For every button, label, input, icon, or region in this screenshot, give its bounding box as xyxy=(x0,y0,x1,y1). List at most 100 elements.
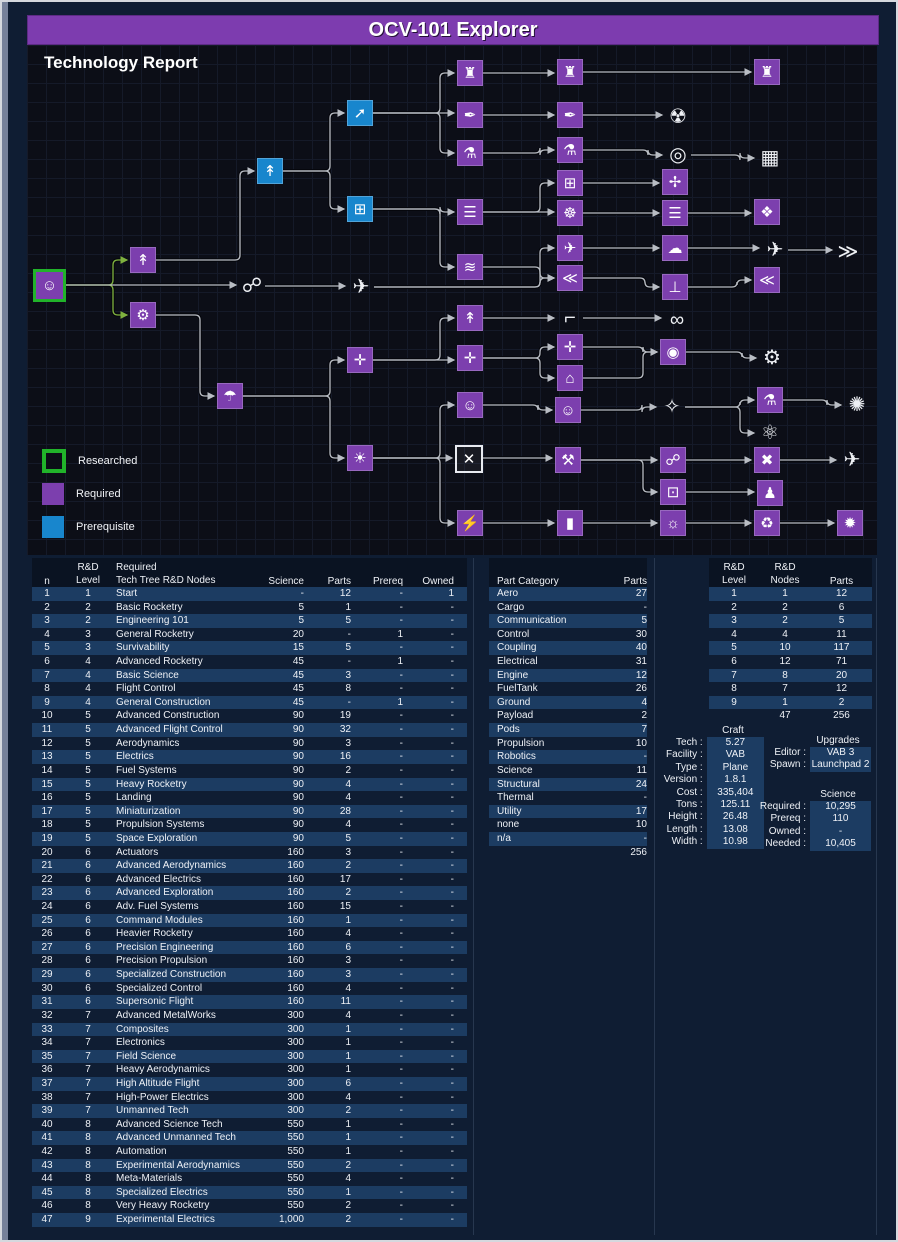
table-row: 25 6 Command Modules 160 1- - xyxy=(32,913,467,928)
col-category-parts: Parts xyxy=(623,576,647,587)
part-category-row: Propulsion 10 xyxy=(497,737,647,749)
tech-node-command-modules-astronaut: ☺ xyxy=(457,392,483,418)
antenna-icon: ☍ xyxy=(665,451,681,469)
tech-node-fuel-drum: ◎ xyxy=(665,142,691,168)
rd-level-summary-header: R&D Level R&D Nodes Parts xyxy=(709,558,872,587)
tech-node-engineering-101: ⚙ xyxy=(130,302,156,328)
rocket-icon: ↟ xyxy=(463,309,477,327)
table-row: 24 6 Adv. Fuel Systems 160 15- - xyxy=(41,901,454,913)
table-row: 6 4 Advanced Rocketry 45-1- xyxy=(44,656,454,668)
part-category-row: FuelTank 26 xyxy=(497,683,647,695)
table-row: 47 9 Experimental Electrics 1,000 2- - xyxy=(32,1213,467,1227)
table-row: 37 7 High Altitude Flight 300 6- - xyxy=(32,1076,467,1091)
required-swatch xyxy=(42,483,64,505)
fuel-pump-icon: ⚗ xyxy=(563,141,577,159)
report-title: Technology Report xyxy=(44,53,198,72)
part-category-table-header: Part Category Parts xyxy=(489,558,647,587)
part-category-row: Ground 4 xyxy=(489,695,647,710)
part-category-row: Engine 12 xyxy=(489,668,647,683)
battery-icon: ▮ xyxy=(565,514,575,532)
docking-port-icon: ◉ xyxy=(666,343,680,361)
table-row: 33 7 Composites 300 1- - xyxy=(32,1022,467,1037)
table-row: 7 4 Basic Science 45 3- - xyxy=(32,668,467,683)
field-row: Height :26.48 xyxy=(600,811,764,824)
legend-label: Prerequisite xyxy=(76,521,135,533)
field-value: - xyxy=(810,825,871,839)
rocket-swoosh-icon: ➚ xyxy=(353,104,367,122)
part-category-row: Thermal - xyxy=(497,792,647,804)
craft-panel: Craft Tech :5.27 Facility : VAB Type : Plane V… xyxy=(600,724,764,849)
field-value: 10.98 xyxy=(706,836,764,849)
table-row: 11 5 Advanced Flight Control 90 32- - xyxy=(32,723,467,737)
rd-level-totals-row: 47 256 xyxy=(709,709,872,723)
tech-node-aerodynamics: ≋ xyxy=(457,254,483,280)
table-row: 27 6 Precision Engineering 160 6- - xyxy=(32,940,467,955)
field-label: Spawn : xyxy=(769,759,807,771)
tech-node-air-intake: ≪ xyxy=(557,265,583,291)
field-row: Prereq :110 xyxy=(747,813,871,826)
ladder-astronaut-icon: ☺ xyxy=(560,401,576,419)
burst-icon: ✺ xyxy=(848,394,866,416)
x-wing-icon: ✖ xyxy=(760,451,774,469)
science-panel-title: Science xyxy=(820,789,856,800)
field-label: Length : xyxy=(666,823,703,835)
table-row: 39 7 Unmanned Tech 300 2- - xyxy=(32,1104,467,1118)
tech-node-vibration-gimbal: ✛ xyxy=(557,334,583,360)
tech-node-electrics: ⚡ xyxy=(457,510,483,536)
fuel-hose-icon: ⚗ xyxy=(463,144,477,162)
table-row: 45 8 Specialized Electrics 550 1- - xyxy=(32,1185,467,1200)
field-value: 125.11 xyxy=(706,799,764,812)
field-value: 5.27 xyxy=(706,737,764,750)
field-value: 1.8.1 xyxy=(706,774,764,787)
table-row: 21 6 Advanced Aerodynamics 160 2- - xyxy=(32,859,467,873)
tech-node-landing-leg: ⌐ xyxy=(557,305,583,331)
plane-icon: ✈ xyxy=(352,276,370,298)
table-row: 10 5 Advanced Construction 90 19- - xyxy=(41,710,454,722)
field-label: Cost : xyxy=(676,786,703,798)
tech-node-precision-propulsion-feather: ✒ xyxy=(557,102,583,128)
drone-icon: ✢ xyxy=(668,173,682,191)
part-category-row: none 10 xyxy=(497,819,647,831)
table-row: 1 1 Start -12-1 xyxy=(32,587,467,601)
rd-nodes-table: n R&D Level Required Tech Tree R&D Nodes S… xyxy=(32,558,467,1227)
dish-icon: ☍ xyxy=(241,275,263,297)
parts-total: 256 xyxy=(630,846,647,858)
table-row: 14 5 Fuel Systems 90 2- - xyxy=(41,764,454,776)
tech-node-wheel-gear: ⚙ xyxy=(759,345,785,371)
legend-item-prerequisite: Prerequisite xyxy=(42,515,137,539)
table-row: 46 8 Very Heavy Rocketry 550 2- - xyxy=(41,1200,454,1212)
table-row: 30 6 Specialized Control 160 4- - xyxy=(41,982,454,994)
girder-grid-icon: ⊞ xyxy=(353,200,367,218)
tech-node-molecule-lab: ⚛ xyxy=(757,420,783,446)
col-science: Science xyxy=(268,576,304,587)
rocket-icon: ↟ xyxy=(263,162,277,180)
tech-node-fuel-systems: ⚗ xyxy=(457,140,483,166)
wheel-gear-icon: ⚙ xyxy=(763,347,781,369)
field-row: Cost :335,404 xyxy=(600,786,764,800)
gimbal-icon: ✛ xyxy=(463,349,477,367)
bulb-icon: ☀ xyxy=(353,449,367,467)
tech-node-solar-panels: ☼ xyxy=(660,510,686,536)
field-value: 110 xyxy=(810,813,871,826)
field-label: Tech : xyxy=(676,737,703,748)
field-label: Height : xyxy=(668,811,703,823)
col-owned: Owned xyxy=(422,576,454,587)
col-parts: Parts xyxy=(327,576,351,587)
part-category-row: Aero 27 xyxy=(489,587,647,601)
radiation-icon: ☢ xyxy=(669,106,687,128)
molecule-icon: ⚛ xyxy=(761,422,779,444)
tech-node-construction-stack: ☰ xyxy=(457,199,483,225)
jet-icon: ✈ xyxy=(563,239,577,257)
tech-node-heavy-rocketry-tower: ♜ xyxy=(457,60,483,86)
recycle-icon: ♻ xyxy=(760,514,774,532)
table-row: 20 6 Actuators 160 3- - xyxy=(41,846,454,858)
solar-panel-icon: ☼ xyxy=(666,514,680,532)
table-row: 23 6 Advanced Exploration 160 2- - xyxy=(32,886,467,901)
field-row: Spawn : Launchpad 2 xyxy=(747,759,871,772)
table-row: 8 4 Flight Control 45 8- - xyxy=(44,683,454,695)
field-value: 10,405 xyxy=(810,838,871,851)
col-n: n xyxy=(44,576,50,587)
